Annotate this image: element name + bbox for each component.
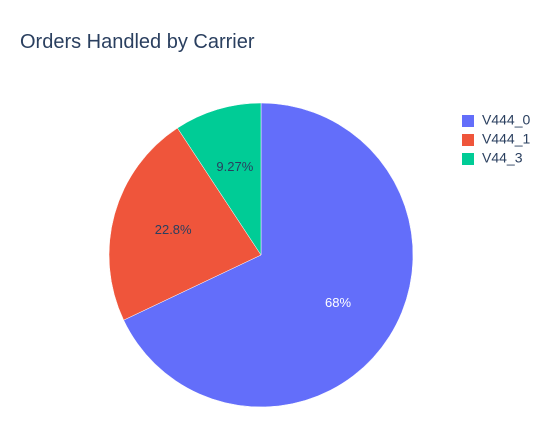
legend-label-v444-0: V444_0 <box>482 112 530 128</box>
slice-label-v444-0: 68% <box>325 295 351 310</box>
legend-swatch-v444-1 <box>462 134 474 146</box>
pie-slices <box>108 102 414 408</box>
pie-slice-v444-0 <box>123 102 414 408</box>
pie-slice-v444-1 <box>108 127 262 321</box>
legend: V444_0 V444_1 V44_3 <box>462 112 530 166</box>
chart-title: Orders Handled by Carrier <box>20 31 255 53</box>
pie-slice-v44-3 <box>177 102 262 256</box>
legend-swatch-v444-0 <box>462 115 474 127</box>
legend-label-v444-1: V444_1 <box>482 131 530 147</box>
pie-slice-labels: 68% 22.8% 9.27% <box>155 159 352 310</box>
slice-label-v444-1: 22.8% <box>155 222 192 237</box>
slice-label-v44-3: 9.27% <box>216 159 253 174</box>
legend-swatch-v44-3 <box>462 153 474 165</box>
legend-item-v44-3[interactable]: V44_3 <box>462 150 523 166</box>
legend-label-v44-3: V44_3 <box>482 150 523 166</box>
legend-item-v444-0[interactable]: V444_0 <box>462 112 530 128</box>
legend-item-v444-1[interactable]: V444_1 <box>462 131 530 147</box>
